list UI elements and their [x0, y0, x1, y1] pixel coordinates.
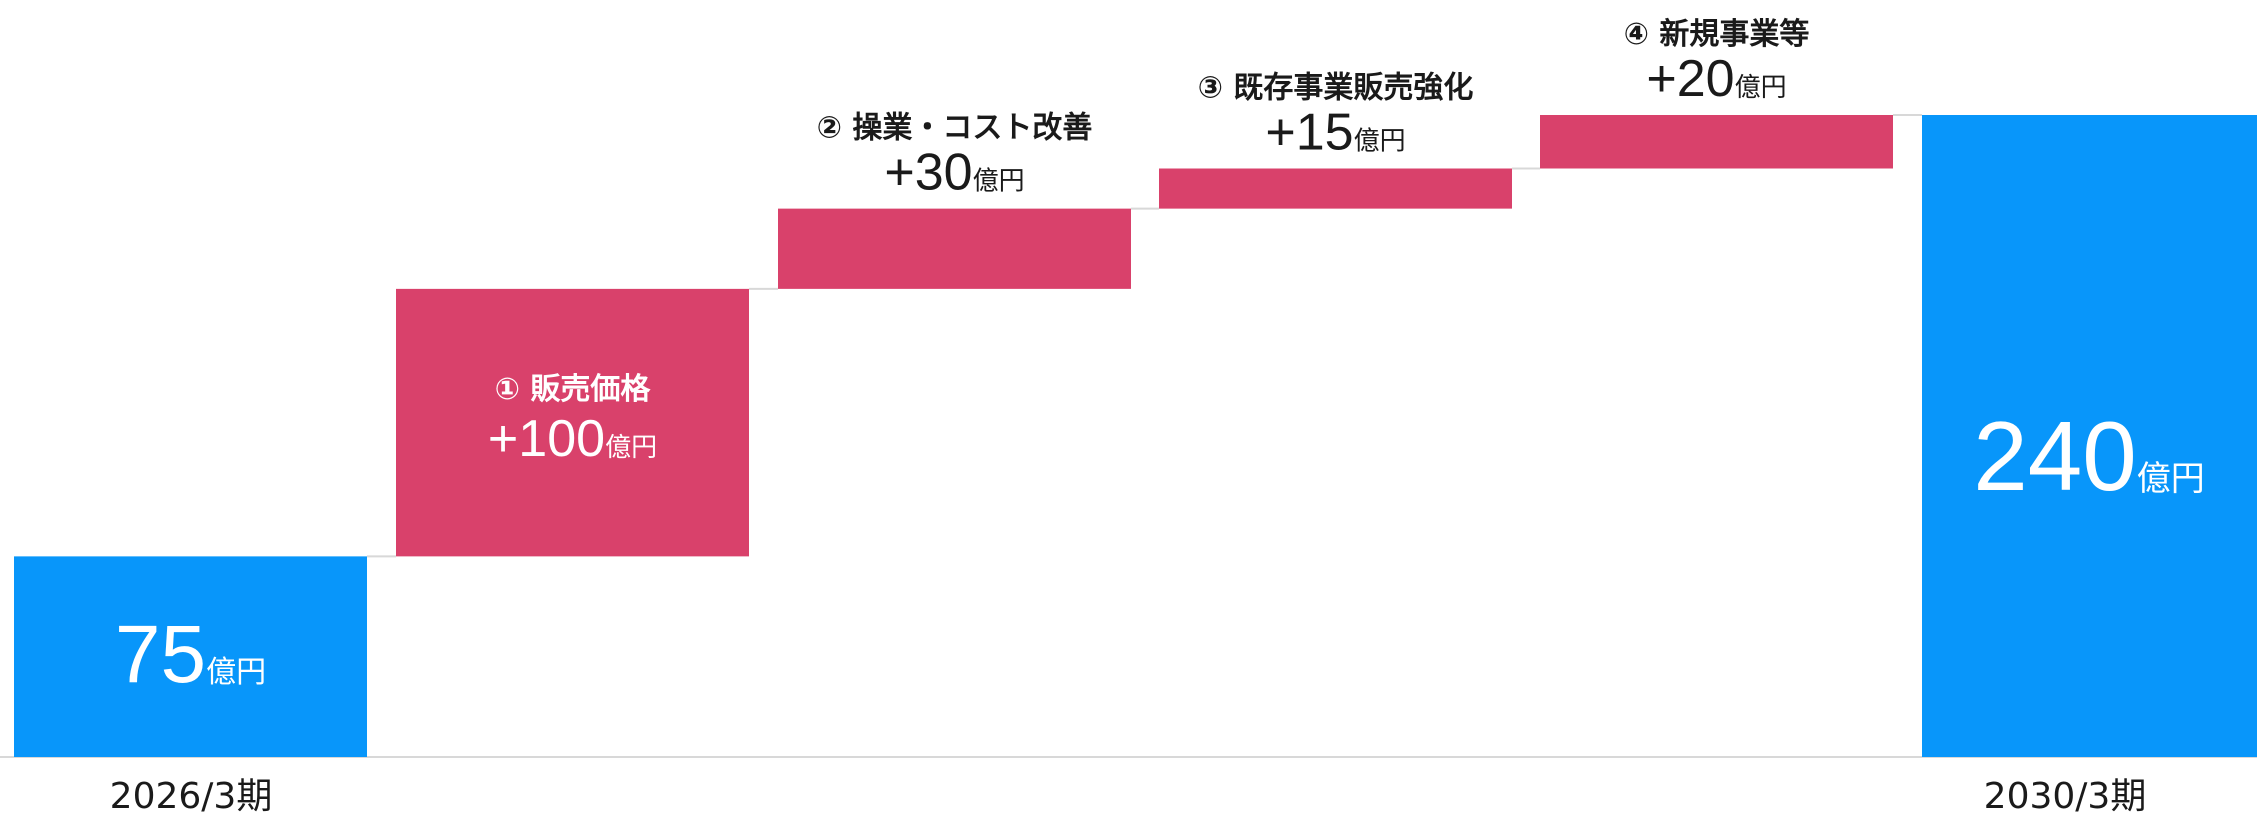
bar-step-4-value-unit: 億円: [1735, 73, 1787, 103]
connector-lines: [367, 114, 1922, 558]
bar-step-3-value-number: +15: [1265, 104, 1353, 162]
bars: [14, 115, 2257, 757]
bar-step-2-category-label: ② 操業・コスト改善: [817, 111, 1093, 146]
bar-step-2-value-number: +30: [884, 144, 972, 202]
bar-end-total: [1922, 115, 2257, 757]
bar-start-value-number: 75: [115, 609, 206, 700]
bar-step-2-value-unit: 億円: [973, 167, 1025, 197]
bar-step-1-category-label: ① 販売価格: [495, 372, 652, 407]
bar-step-1-value-label: +100億円: [488, 410, 657, 468]
bar-step-3-category-label: ③ 既存事業販売強化: [1198, 71, 1474, 106]
bar-end-value-number: 240: [1973, 401, 2137, 511]
bar-step-3-value-label: +15億円: [1265, 104, 1405, 162]
bar-end-value-unit: 億円: [2137, 459, 2205, 499]
bar-start-value-unit: 億円: [206, 655, 266, 690]
bar-step-1-value-unit: 億円: [605, 433, 657, 463]
bar-step-4: [1540, 115, 1893, 169]
bar-step-3: [1159, 168, 1512, 209]
bar-step-1-value-number: +100: [488, 410, 605, 468]
end-category-label: 2030/3期: [1984, 776, 2147, 816]
bar-end-value-label: 240億円: [1973, 401, 2205, 511]
bar-step-4-category-label: ④ 新規事業等: [1624, 17, 1810, 52]
bar-step-1: [396, 288, 749, 557]
bar-start-value-label: 75億円: [115, 609, 266, 700]
bar-step-4-value-number: +20: [1646, 50, 1734, 108]
bar-start-total: [14, 556, 367, 757]
bar-step-2-value-label: +30億円: [884, 144, 1024, 202]
bar-step-4-value-label: +20億円: [1646, 50, 1786, 108]
start-category-label: 2026/3期: [110, 776, 273, 816]
bar-step-2: [778, 208, 1131, 289]
bar-step-3-value-unit: 億円: [1354, 127, 1406, 157]
